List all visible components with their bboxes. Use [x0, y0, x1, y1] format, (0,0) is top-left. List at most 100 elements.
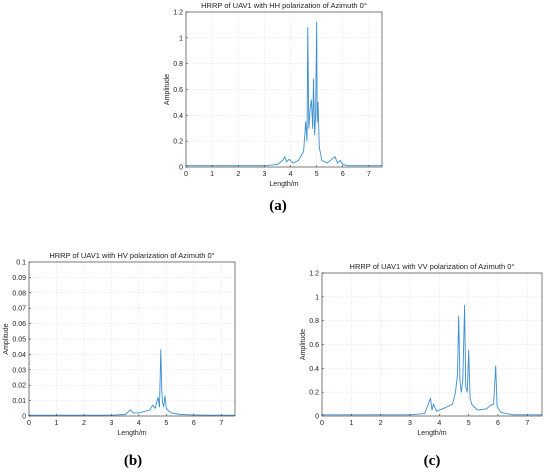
data-point	[457, 373, 458, 375]
data-point	[313, 78, 314, 80]
x-tick-label: 6	[341, 171, 345, 178]
chart-panel-b: 0 1 2 3 4 5 6 7 0 0.01 0.02 0.03 0.04 0.05 0.06 0.07 0.0…	[3, 251, 236, 469]
data-point	[165, 407, 167, 409]
data-point	[471, 403, 472, 405]
y-tick-label: 0.8	[173, 61, 183, 68]
data-point	[355, 165, 357, 167]
data-point	[307, 27, 309, 28]
data-point	[149, 409, 151, 411]
data-point	[452, 403, 453, 405]
data-point	[164, 395, 166, 397]
data-point	[321, 160, 323, 161]
data-point	[339, 160, 341, 161]
data-point	[124, 414, 126, 415]
x-tick-label: 6	[496, 420, 500, 427]
data-point	[441, 408, 443, 410]
y-axis-label: Amplitude	[164, 74, 171, 105]
data-point	[69, 414, 71, 416]
data-point	[436, 410, 437, 412]
data-point	[286, 161, 287, 163]
data-point	[160, 349, 162, 351]
data-point	[316, 121, 318, 123]
x-tick-label: 1	[349, 420, 353, 427]
data-point	[198, 165, 200, 167]
data-point	[430, 397, 431, 399]
data-point	[42, 414, 44, 416]
data-point	[493, 403, 494, 405]
data-point	[458, 315, 460, 317]
data-point	[365, 414, 367, 416]
x-tick-label: 4	[289, 171, 293, 178]
data-point	[130, 409, 131, 411]
x-tick-label: 3	[408, 420, 412, 427]
x-tick-label: 0	[27, 420, 31, 427]
data-point	[284, 156, 286, 158]
data-point	[485, 408, 487, 410]
x-tick-label: 7	[525, 420, 529, 427]
y-tick-label: 0.06	[12, 321, 26, 328]
data-point	[500, 412, 502, 413]
data-point	[152, 404, 153, 406]
data-point	[207, 414, 208, 416]
y-tick-label: 0.05	[12, 337, 26, 344]
chart-title: HRRP of UAV1 with VV polarization of Azi…	[350, 262, 515, 271]
data-point	[336, 414, 338, 416]
x-axis-label: Length/m	[417, 430, 446, 437]
y-tick-label: 0.2	[309, 390, 319, 397]
data-point	[138, 412, 140, 414]
y-tick-label: 0.6	[309, 342, 319, 349]
data-point	[162, 401, 163, 403]
plot-area	[186, 12, 382, 167]
y-tick-label: 0.4	[309, 366, 319, 373]
data-point	[342, 164, 344, 165]
x-tick-label: 6	[192, 420, 196, 427]
data-point	[250, 165, 252, 167]
y-axis-label: Amplitude	[300, 329, 307, 360]
data-point	[306, 140, 308, 142]
data-point	[168, 411, 170, 412]
data-point	[459, 379, 461, 381]
y-tick-label: 1	[315, 294, 319, 301]
x-tick-label: 1	[55, 420, 59, 427]
data-point	[460, 391, 462, 393]
x-tick-label: 3	[109, 420, 113, 427]
x-tick-label: 7	[367, 171, 371, 178]
x-tick-label: 5	[315, 171, 319, 178]
data-point	[163, 406, 164, 408]
data-point	[161, 387, 163, 389]
data-point	[298, 160, 299, 161]
x-tick-label: 4	[137, 420, 141, 427]
y-tick-label: 0.07	[12, 306, 26, 313]
y-tick-label: 0	[179, 165, 183, 172]
data-point	[466, 391, 468, 393]
y-axis-label: Amplitude	[3, 323, 10, 354]
data-point	[315, 114, 316, 116]
y-tick-label: 0.2	[173, 139, 183, 146]
y-tick-label: 0	[22, 414, 26, 421]
data-point	[305, 121, 307, 123]
data-point	[455, 391, 456, 393]
data-point	[157, 397, 159, 398]
chart-panel-a: 0 1 2 3 4 5 6 7 0 0.2 0.4 0.6 0.8 1 1.2 HRRP of UAV1 wi…	[164, 1, 383, 214]
data-point	[433, 403, 434, 405]
data-point	[314, 134, 315, 136]
y-tick-label: 0.04	[12, 352, 26, 359]
data-point	[465, 385, 467, 387]
data-point	[496, 406, 498, 407]
data-point	[311, 99, 312, 101]
data-point	[277, 164, 278, 165]
x-tick-label: 0	[320, 420, 324, 427]
data-point	[512, 414, 514, 416]
data-point	[317, 102, 319, 103]
data-point	[431, 409, 433, 411]
y-tick-label: 0.6	[173, 87, 183, 94]
x-tick-label: 2	[379, 420, 383, 427]
data-point	[156, 401, 158, 403]
y-tick-label: 1.2	[309, 271, 319, 278]
data-point	[133, 412, 134, 414]
data-point	[224, 165, 226, 167]
data-point	[447, 406, 449, 407]
data-point	[326, 162, 328, 164]
data-point	[468, 350, 470, 351]
